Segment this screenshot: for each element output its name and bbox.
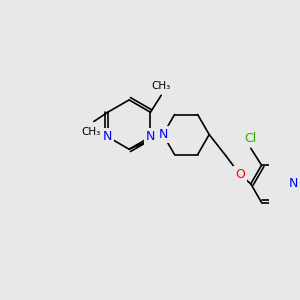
Text: N: N bbox=[103, 130, 112, 143]
Text: CH₃: CH₃ bbox=[152, 81, 171, 91]
Text: CH₃: CH₃ bbox=[81, 127, 101, 137]
Text: O: O bbox=[235, 168, 245, 181]
Text: N: N bbox=[158, 128, 168, 141]
Text: N: N bbox=[289, 177, 298, 190]
Text: N: N bbox=[146, 130, 155, 143]
Text: Cl: Cl bbox=[244, 132, 257, 145]
